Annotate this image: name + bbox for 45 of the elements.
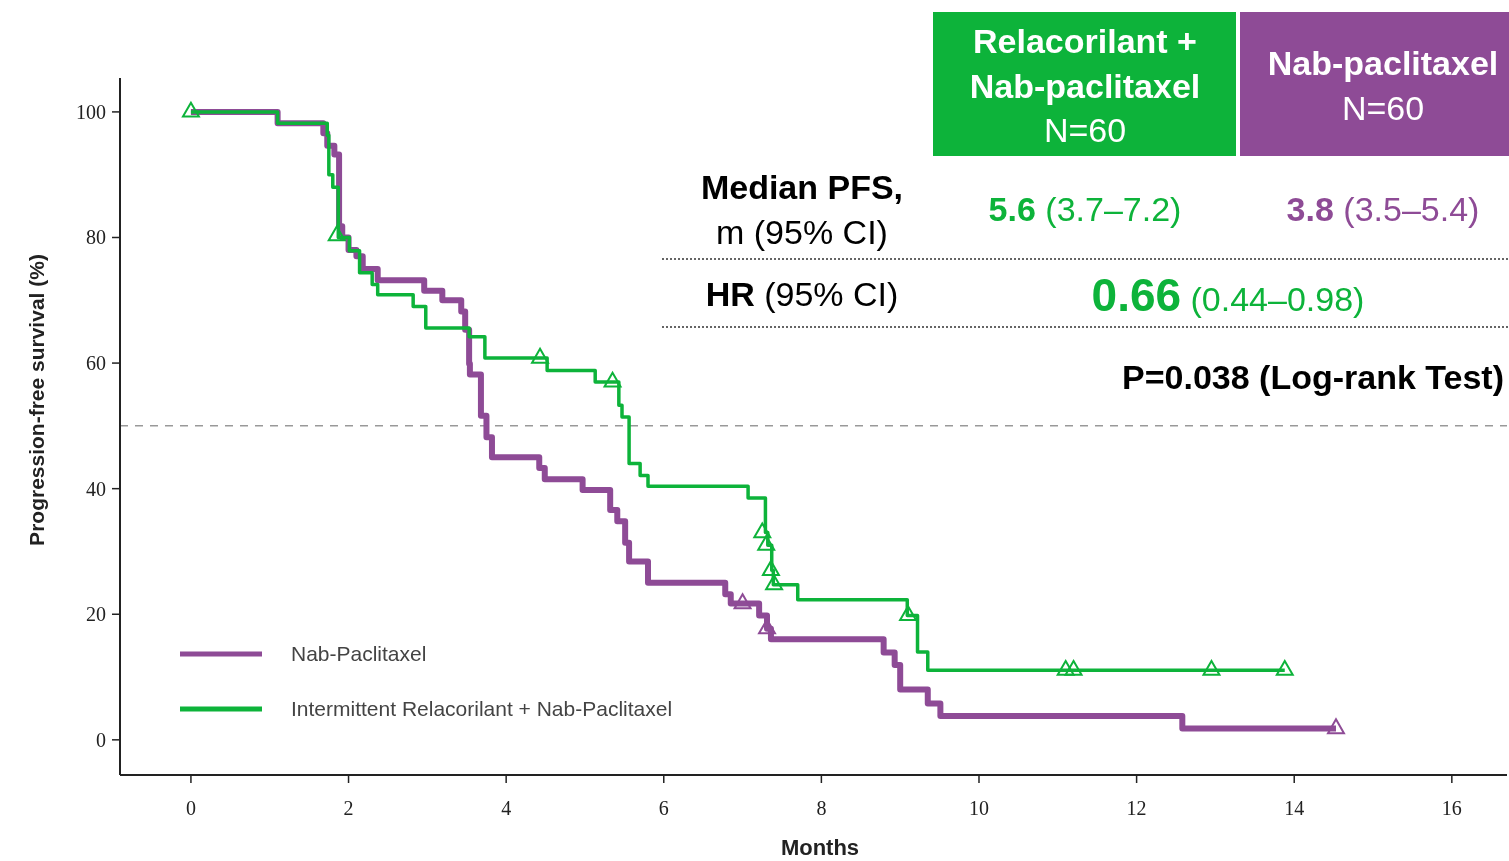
annotation: 0.66 (0.44–0.98)	[1091, 269, 1365, 321]
x-tick-label: 8	[816, 797, 827, 819]
y-tick-label: 40	[86, 477, 106, 500]
point	[753, 522, 772, 539]
text: Relacorilant +	[973, 22, 1197, 60]
point	[531, 347, 550, 364]
point	[1064, 659, 1083, 676]
point	[1275, 659, 1294, 676]
point	[327, 225, 346, 242]
point	[899, 605, 918, 622]
x-tick-label: 12	[1126, 797, 1147, 819]
annotation: P=0.038 (Log-rank Test)	[1122, 358, 1504, 396]
y-tick-label: 20	[86, 603, 106, 626]
annotation: Nab-paclitaxel	[1267, 44, 1499, 82]
x-tick-label: 2	[343, 797, 354, 819]
y-axis-title: Progression-free survival (%)	[25, 254, 48, 546]
x-tick-label: 10	[968, 797, 989, 819]
x-tick-label: 0	[185, 797, 196, 819]
x-tick-label: 14	[1284, 797, 1305, 819]
point	[181, 101, 200, 118]
x-tick-label: 4	[501, 797, 512, 819]
annotation: 3.8 (3.5–5.4)	[1286, 190, 1480, 228]
annotation: N=60	[1341, 89, 1425, 127]
annotation: N=60	[1043, 111, 1127, 149]
point	[757, 534, 776, 551]
y-tick-label: 60	[86, 352, 106, 375]
x-tick-label: 6	[658, 797, 669, 819]
point	[603, 371, 622, 388]
x-axis-title: Months	[780, 835, 860, 860]
point	[1327, 718, 1345, 735]
annotation: Median PFS,	[700, 168, 904, 206]
y-tick-label: 80	[86, 226, 106, 249]
point	[765, 574, 784, 591]
annotation: m (95% CI)	[716, 213, 888, 251]
annotation: 5.6 (3.7–7.2)	[988, 190, 1182, 228]
x-tick-label: 16	[1441, 797, 1462, 819]
annotation: HR (95% CI)	[705, 275, 899, 313]
point	[761, 560, 780, 576]
legend-label: Nab-Paclitaxel	[291, 642, 427, 666]
y-tick-label: 100	[76, 100, 106, 123]
legend-label: Intermittent Relacorilant + Nab-Paclitaxel	[291, 697, 673, 721]
point	[733, 593, 752, 610]
annotation: Nab-paclitaxel	[969, 67, 1201, 105]
point	[1202, 659, 1221, 676]
y-tick-label: 0	[96, 728, 106, 751]
